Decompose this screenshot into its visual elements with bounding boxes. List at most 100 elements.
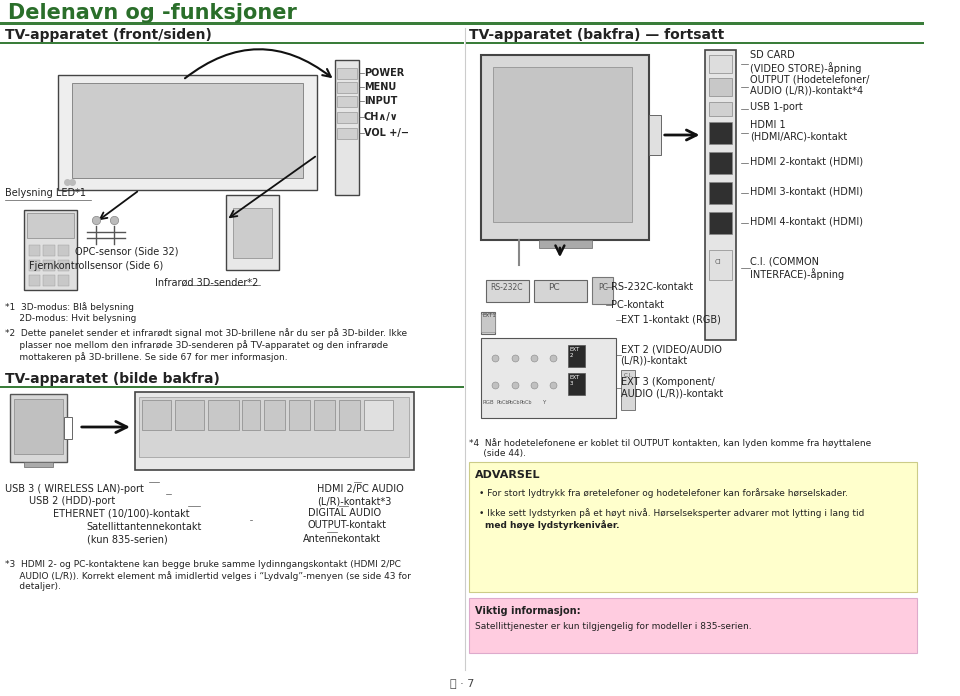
- Text: Y: Y: [541, 400, 545, 405]
- Text: TV-apparatet (bilde bakfra): TV-apparatet (bilde bakfra): [5, 372, 220, 386]
- Bar: [29, 260, 40, 271]
- Bar: [466, 42, 924, 44]
- Text: PbCb: PbCb: [508, 400, 520, 405]
- Text: RS-232C-kontakt: RS-232C-kontakt: [611, 282, 693, 292]
- Text: • For stort lydtrykk fra øretelefoner og hodetelefoner kan forårsake hørselskade: • For stort lydtrykk fra øretelefoner og…: [479, 488, 848, 498]
- Bar: [709, 152, 732, 174]
- Bar: [314, 400, 335, 430]
- Text: PbCb: PbCb: [519, 400, 532, 405]
- Text: Belysning LED*1: Belysning LED*1: [5, 188, 85, 198]
- Text: EXT 1-kontakt (RGB): EXT 1-kontakt (RGB): [620, 315, 720, 325]
- Bar: [29, 275, 40, 286]
- Bar: [337, 82, 357, 93]
- Text: *1  3D-modus: Blå belysning: *1 3D-modus: Blå belysning: [5, 302, 133, 312]
- Bar: [567, 345, 585, 367]
- Text: HDMI 2/PC AUDIO: HDMI 2/PC AUDIO: [318, 484, 404, 494]
- Bar: [709, 78, 732, 96]
- Text: RGB: RGB: [483, 400, 494, 405]
- Text: OUTPUT (Hodetelefoner/
AUDIO (L/R))-kontakt*4: OUTPUT (Hodetelefoner/ AUDIO (L/R))-kont…: [751, 74, 870, 96]
- Bar: [337, 96, 357, 107]
- Bar: [534, 280, 587, 302]
- Bar: [243, 400, 260, 430]
- Text: *3  HDMI 2- og PC-kontaktene kan begge bruke samme lydinngangskontakt (HDMI 2/PC: *3 HDMI 2- og PC-kontaktene kan begge br…: [5, 560, 400, 569]
- Bar: [706, 50, 736, 340]
- Bar: [539, 240, 591, 248]
- Bar: [339, 400, 360, 430]
- Bar: [43, 245, 55, 256]
- Text: EXT
2: EXT 2: [569, 347, 580, 358]
- Bar: [492, 67, 632, 222]
- Text: HDMI 3-kontakt (HDMI): HDMI 3-kontakt (HDMI): [751, 186, 863, 196]
- Bar: [58, 275, 69, 286]
- Bar: [43, 260, 55, 271]
- Text: VOL +/−: VOL +/−: [364, 128, 409, 138]
- Bar: [134, 392, 414, 470]
- Text: Infrarød 3D-sender*2: Infrarød 3D-sender*2: [156, 278, 258, 288]
- Text: INPUT: INPUT: [364, 96, 397, 106]
- Text: EXT
3: EXT 3: [569, 375, 580, 386]
- Bar: [233, 208, 273, 258]
- Bar: [709, 122, 732, 144]
- Text: HDMI 1
(HDMI/ARC)-kontakt: HDMI 1 (HDMI/ARC)-kontakt: [751, 120, 848, 142]
- Bar: [142, 400, 171, 430]
- Text: CH∧/∨: CH∧/∨: [364, 112, 398, 122]
- Text: HDMI 4-kontakt (HDMI): HDMI 4-kontakt (HDMI): [751, 216, 863, 226]
- Text: Satellittjenester er kun tilgjengelig for modeller i 835-serien.: Satellittjenester er kun tilgjengelig fo…: [475, 622, 752, 631]
- Text: OPC-sensor (Side 32): OPC-sensor (Side 32): [75, 247, 179, 257]
- Text: USB 2 (HDD)-port: USB 2 (HDD)-port: [29, 496, 115, 506]
- Text: OUTPUT-kontakt: OUTPUT-kontakt: [308, 520, 387, 530]
- Text: plasser noe mellom den infrarøde 3D-senderen på TV-apparatet og den infrarøde: plasser noe mellom den infrarøde 3D-send…: [5, 340, 388, 350]
- Text: SD CARD
(VIDEO STORE)-åpning: SD CARD (VIDEO STORE)-åpning: [751, 50, 862, 74]
- Text: mottakeren på 3D-brillene. Se side 67 for mer informasjon.: mottakeren på 3D-brillene. Se side 67 fo…: [5, 352, 287, 362]
- Bar: [709, 102, 732, 116]
- Bar: [709, 250, 732, 280]
- Bar: [58, 245, 69, 256]
- Bar: [24, 210, 77, 290]
- Bar: [175, 400, 204, 430]
- Text: Satellittantennekontakt: Satellittantennekontakt: [86, 522, 202, 532]
- Text: RS-232C: RS-232C: [491, 283, 523, 292]
- Text: Viktig informasjon:: Viktig informasjon:: [475, 606, 581, 616]
- Text: Fjernkontrollsensor (Side 6): Fjernkontrollsensor (Side 6): [29, 261, 163, 271]
- Bar: [337, 112, 357, 123]
- Bar: [337, 68, 357, 79]
- Text: DIGITAL AUDIO: DIGITAL AUDIO: [308, 508, 381, 518]
- Bar: [0, 22, 924, 25]
- Bar: [264, 400, 285, 430]
- Text: med høye lydstyrkenivåer.: med høye lydstyrkenivåer.: [485, 520, 619, 530]
- Bar: [0, 42, 464, 44]
- Bar: [58, 260, 69, 271]
- Text: Delenavn og -funksjoner: Delenavn og -funksjoner: [8, 3, 297, 23]
- Bar: [709, 182, 732, 204]
- Bar: [567, 373, 585, 395]
- Bar: [337, 128, 357, 139]
- Text: AUDIO (L/R)). Korrekt element må imidlertid velges i “Lydvalg”-menyen (se side 4: AUDIO (L/R)). Korrekt element må imidler…: [5, 571, 411, 581]
- Text: (side 44).: (side 44).: [469, 449, 526, 458]
- Text: TV-apparatet (bakfra) — fortsatt: TV-apparatet (bakfra) — fortsatt: [469, 28, 725, 42]
- Bar: [481, 338, 615, 418]
- Bar: [43, 275, 55, 286]
- Text: *4  Når hodetelefonene er koblet til OUTPUT kontakten, kan lyden komme fra høytt: *4 Når hodetelefonene er koblet til OUTP…: [469, 438, 872, 448]
- Text: (kun 835-serien): (kun 835-serien): [86, 534, 167, 544]
- Bar: [364, 400, 393, 430]
- Text: ADVARSEL: ADVARSEL: [475, 470, 540, 480]
- Bar: [621, 370, 635, 410]
- Bar: [481, 314, 495, 332]
- Text: detaljer).: detaljer).: [5, 582, 60, 591]
- Bar: [27, 213, 74, 238]
- Bar: [72, 83, 303, 178]
- Bar: [10, 394, 67, 462]
- Bar: [481, 55, 649, 240]
- Text: MENU: MENU: [364, 82, 396, 92]
- Text: C.I. (COMMON
INTERFACE)-åpning: C.I. (COMMON INTERFACE)-åpning: [751, 256, 845, 280]
- Bar: [0, 386, 464, 388]
- Bar: [649, 115, 660, 155]
- Text: (L/R)-kontakt*3: (L/R)-kontakt*3: [318, 496, 392, 506]
- Bar: [64, 417, 72, 439]
- Text: Ⓝ · 7: Ⓝ · 7: [449, 678, 474, 688]
- Bar: [486, 280, 529, 302]
- Bar: [29, 245, 40, 256]
- Bar: [709, 55, 732, 73]
- Text: *2  Dette panelet sender et infrarødt signal mot 3D-brillene når du ser på 3D-bi: *2 Dette panelet sender et infrarødt sig…: [5, 328, 407, 338]
- Text: PC: PC: [548, 283, 560, 292]
